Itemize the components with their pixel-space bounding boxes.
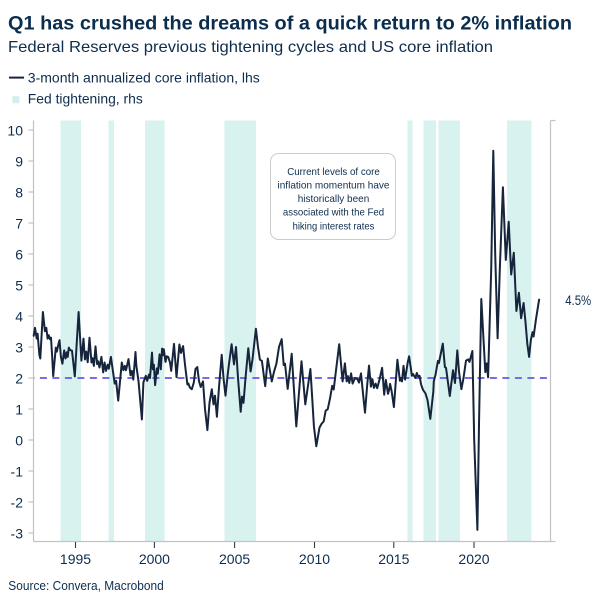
svg-text:2015: 2015	[378, 551, 409, 567]
svg-text:2000: 2000	[139, 551, 170, 567]
svg-text:2010: 2010	[299, 551, 330, 567]
svg-text:3: 3	[15, 340, 23, 356]
svg-text:6: 6	[15, 247, 23, 263]
svg-text:1995: 1995	[60, 551, 91, 567]
svg-text:hiking interest rates: hiking interest rates	[293, 220, 375, 232]
svg-text:Fed tightening, rhs: Fed tightening, rhs	[28, 91, 143, 106]
svg-text:10: 10	[7, 123, 23, 139]
svg-text:historically been: historically been	[298, 193, 370, 205]
svg-text:1: 1	[15, 402, 23, 418]
svg-text:-3: -3	[11, 526, 24, 542]
svg-text:-2: -2	[11, 495, 24, 511]
svg-text:associated with the Fed: associated with the Fed	[283, 207, 384, 219]
svg-text:Current levels of core: Current levels of core	[287, 166, 380, 178]
svg-text:2: 2	[15, 371, 23, 387]
svg-text:3-month annualized core inflat: 3-month annualized core inflation, lhs	[28, 71, 260, 86]
svg-text:7: 7	[15, 216, 23, 232]
svg-text:inflation momentum have: inflation momentum have	[278, 180, 390, 192]
svg-text:8: 8	[15, 185, 23, 201]
svg-text:Q1 has crushed the dreams of a: Q1 has crushed the dreams of a quick ret…	[8, 14, 572, 35]
svg-text:4: 4	[15, 309, 23, 325]
svg-text:0: 0	[15, 433, 23, 449]
svg-text:2005: 2005	[219, 551, 250, 567]
svg-text:9: 9	[15, 154, 23, 170]
svg-text:5: 5	[15, 278, 23, 294]
svg-text:4.5%: 4.5%	[565, 293, 591, 309]
svg-text:2020: 2020	[458, 551, 489, 567]
svg-text:Federal Reserves previous tigh: Federal Reserves previous tightening cyc…	[8, 39, 493, 56]
svg-text:-1: -1	[11, 464, 24, 480]
svg-text:Source: Convera, Macrobond: Source: Convera, Macrobond	[8, 579, 164, 593]
